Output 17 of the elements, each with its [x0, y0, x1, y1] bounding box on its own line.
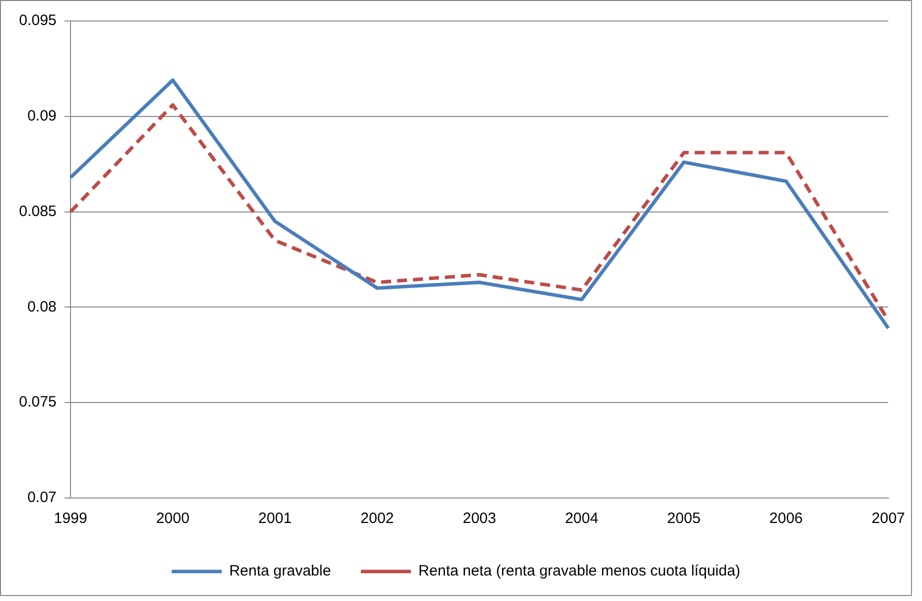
x-tick-label: 1999 — [54, 510, 88, 528]
x-tick-label: 2000 — [156, 510, 190, 528]
y-tick-label: 0.085 — [18, 202, 57, 220]
x-tick-label: 2005 — [667, 510, 701, 528]
x-tick-label: 2003 — [462, 510, 496, 528]
x-tick-label: 2007 — [872, 510, 906, 528]
legend-label: Renta neta (renta gravable menos cuota líquida) — [418, 562, 740, 580]
legend-label: Renta gravable — [229, 562, 331, 580]
x-tick-label: 2002 — [360, 510, 394, 528]
y-tick-label: 0.07 — [27, 489, 57, 506]
x-tick-label: 2006 — [769, 510, 803, 528]
x-tick-label: 2004 — [564, 510, 598, 528]
y-tick-label: 0.08 — [27, 298, 57, 316]
y-tick-label: 0.095 — [18, 12, 57, 30]
x-tick-label: 2001 — [258, 510, 292, 528]
y-tick-label: 0.09 — [27, 108, 57, 125]
y-tick-label: 0.075 — [18, 394, 57, 411]
